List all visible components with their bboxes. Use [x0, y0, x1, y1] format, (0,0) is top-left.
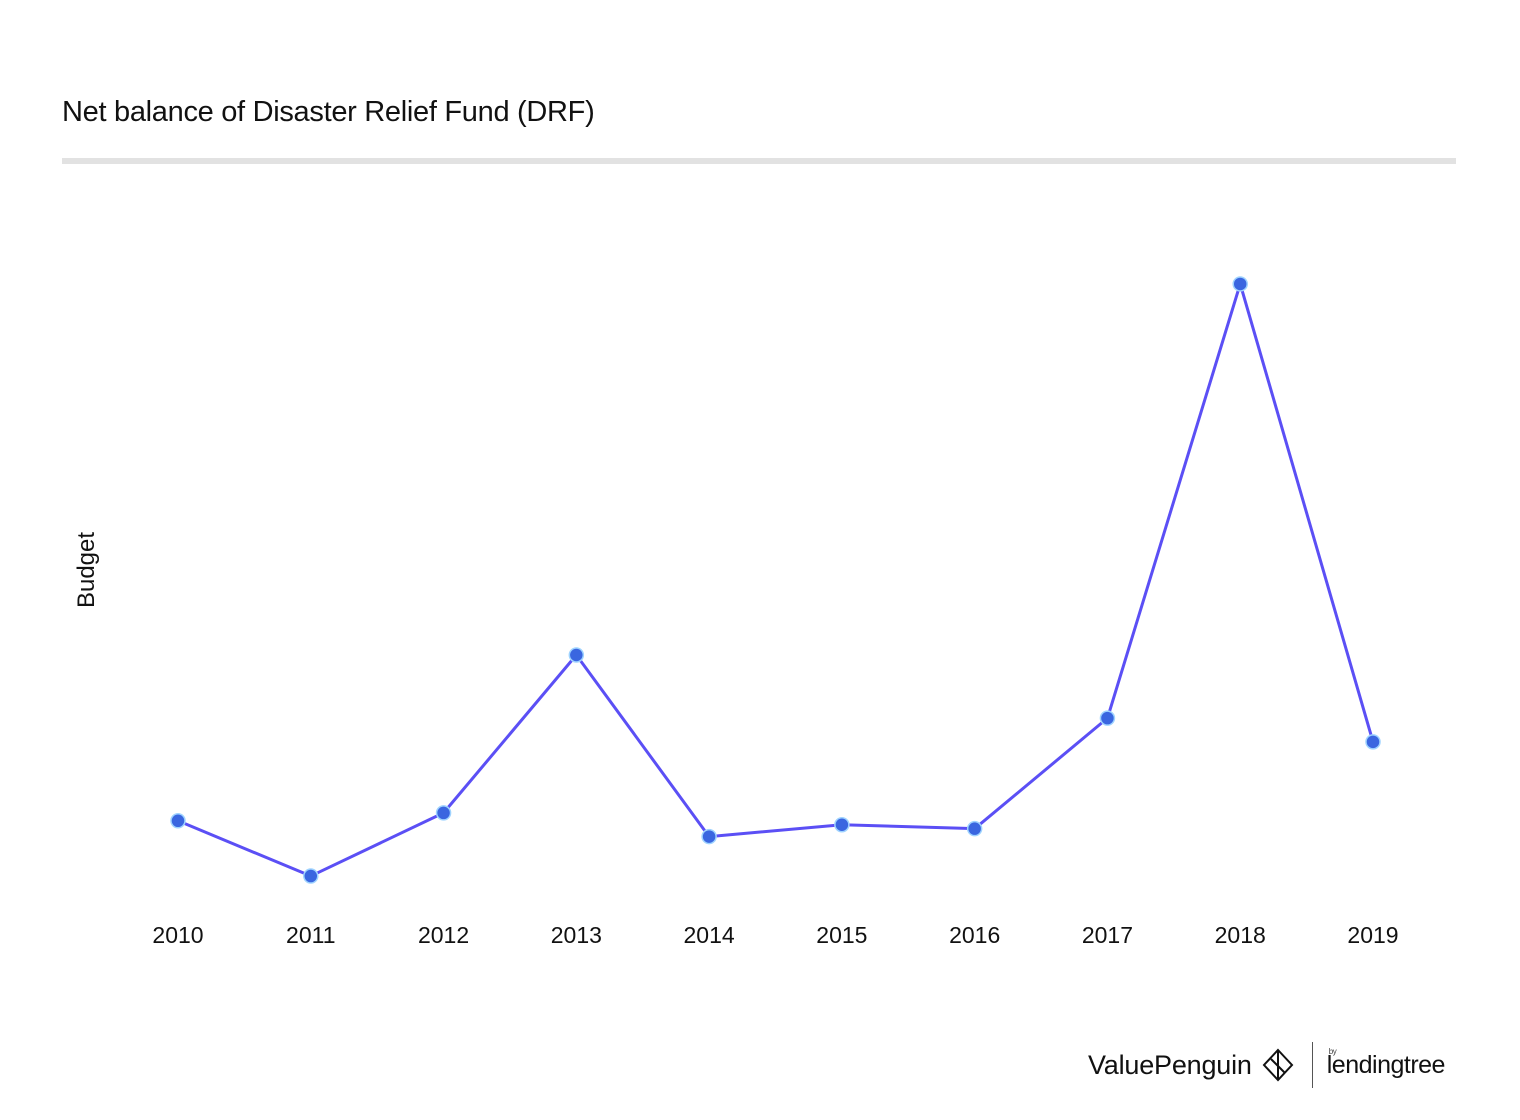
data-point: [1232, 276, 1248, 292]
x-tick-label: 2014: [684, 922, 735, 948]
x-tick-label: 2015: [816, 922, 867, 948]
valuepenguin-logo-text: ValuePenguin: [1088, 1049, 1252, 1080]
x-tick-label: 2018: [1215, 922, 1266, 948]
line-chart: Budget 2010 2011 2012 2013 2014 2015 2016 2017 2…: [73, 276, 1399, 948]
x-tick-label: 2017: [1082, 922, 1133, 948]
brand-divider: [1311, 1042, 1313, 1088]
x-tick-label: 2010: [152, 922, 203, 948]
x-tick-label: 2019: [1347, 922, 1398, 948]
x-axis-ticks: 2010 2011 2012 2013 2014 2015 2016 2017 2018 2019: [152, 922, 1398, 948]
data-point: [568, 647, 585, 663]
x-tick-label: 2011: [286, 922, 335, 948]
data-point: [435, 805, 452, 821]
x-tick-label: 2013: [551, 922, 602, 948]
title-divider: [62, 158, 1456, 164]
data-point: [1365, 734, 1381, 750]
x-tick-label: 2012: [418, 922, 469, 948]
lendingtree-logo-text: lendingtree: [1326, 1050, 1446, 1079]
data-point: [966, 820, 983, 837]
branding: ValuePenguin by lendingtree: [1088, 1040, 1445, 1090]
data-point: [834, 816, 850, 833]
y-axis-label: Budget: [73, 532, 100, 608]
data-points: [170, 276, 1381, 884]
data-point: [170, 813, 186, 829]
lendingtree-logo: by lendingtree: [1326, 1047, 1446, 1080]
data-point: [1099, 710, 1116, 726]
data-point: [303, 868, 319, 884]
lendingtree-by-text: by: [1328, 1046, 1337, 1056]
data-point: [701, 828, 717, 845]
chart-title: Net balance of Disaster Relief Fund (DRF…: [62, 96, 595, 128]
penguin-diamond-icon: [1262, 1048, 1294, 1082]
series-line: [177, 282, 1375, 878]
x-tick-label: 2016: [949, 922, 1000, 948]
